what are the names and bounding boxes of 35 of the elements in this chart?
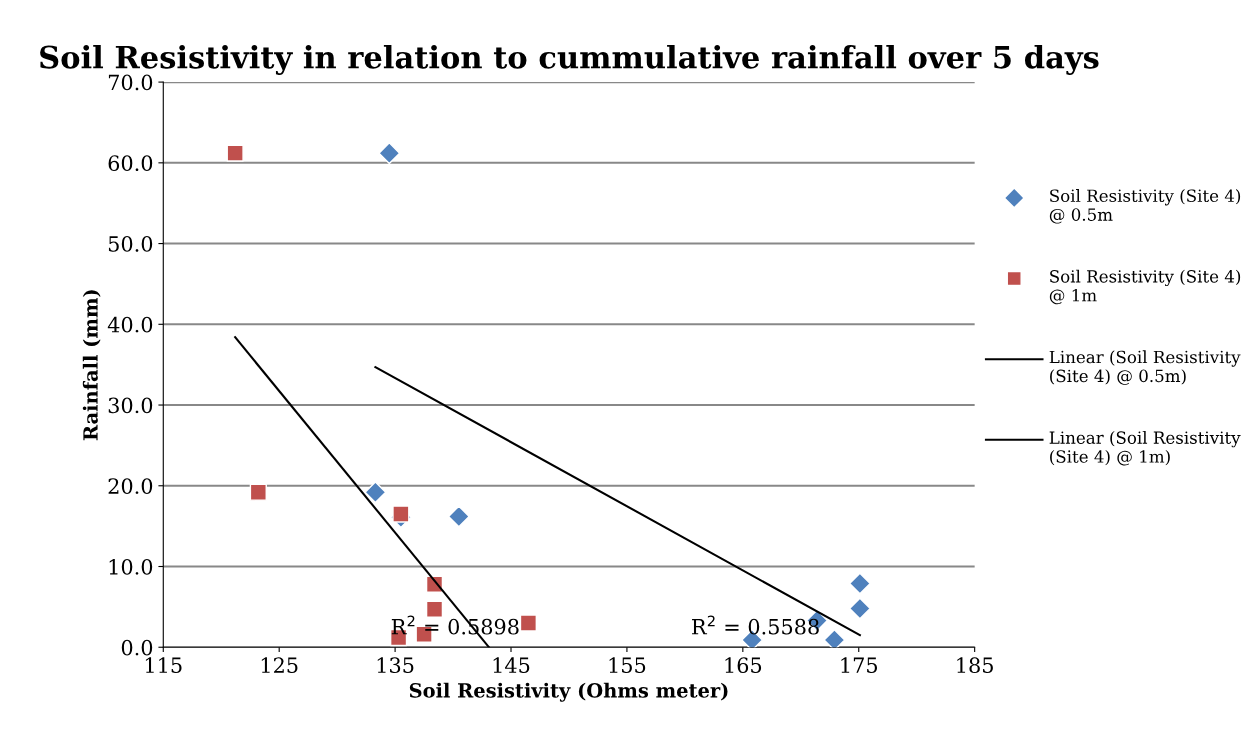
x-tick-label: 115 bbox=[145, 657, 182, 674]
point bbox=[364, 481, 387, 504]
y-tick-label: 30.0 bbox=[108, 397, 153, 414]
y-tick-label: 0.0 bbox=[121, 639, 153, 656]
legend-label: Soil Resistivity (Site 4) @ 1m bbox=[1049, 269, 1241, 305]
y-tick-label: 10.0 bbox=[109, 558, 153, 575]
legend-label: Soil Resistivity (Site 4) @ 0.5m bbox=[1049, 189, 1241, 224]
x-tick-label: 165 bbox=[725, 657, 762, 674]
point bbox=[848, 597, 871, 620]
point bbox=[848, 572, 871, 595]
point bbox=[392, 505, 410, 523]
point bbox=[378, 142, 401, 165]
point bbox=[447, 505, 470, 528]
x-tick-label: 155 bbox=[609, 657, 646, 674]
x-tick-label: 145 bbox=[493, 657, 530, 674]
x-tick-label: 185 bbox=[957, 657, 993, 674]
point bbox=[519, 614, 538, 632]
point bbox=[823, 628, 846, 648]
legend-label: Linear (Soil Resistivity (Site 4) @ 1m) bbox=[1049, 431, 1241, 466]
x-tick-label: 175 bbox=[841, 657, 878, 674]
y-axis-title: Rainfall (mm) bbox=[82, 290, 101, 441]
chart-title: Soil Resistivity in relation to cummulative rainfall over 5 days bbox=[40, 44, 1099, 75]
annotation: R$^{2}$ = 0.5588 bbox=[692, 615, 819, 635]
x-tick-label: 125 bbox=[261, 657, 298, 674]
point bbox=[425, 600, 444, 618]
legend-label: Linear (Soil Resistivity (Site 4) @ 0.5m) bbox=[1049, 350, 1241, 385]
y-tick-label: 50.0 bbox=[108, 236, 153, 252]
y-tick-label: 20.0 bbox=[108, 478, 153, 494]
y-tick-label: 60.0 bbox=[108, 155, 153, 172]
point bbox=[249, 483, 267, 501]
x-tick-label: 135 bbox=[377, 657, 414, 674]
y-tick-label: 40.0 bbox=[107, 316, 153, 333]
y-tick-label: 70.0 bbox=[108, 74, 153, 91]
point bbox=[226, 144, 244, 162]
x-axis-title: Soil Resistivity (Ohms meter) bbox=[409, 682, 728, 702]
